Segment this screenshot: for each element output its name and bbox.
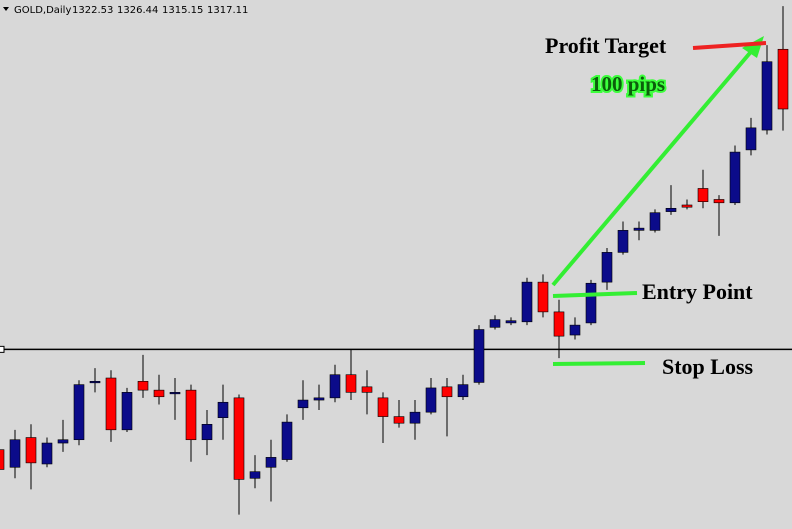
candle-body <box>457 384 469 398</box>
plot <box>0 6 792 515</box>
candle-body <box>745 127 757 151</box>
pips-label: 100 pips <box>591 72 665 96</box>
candle-body <box>585 282 597 324</box>
header-high: 1326.44 <box>117 5 158 16</box>
candle-body <box>313 397 325 401</box>
candle-body <box>777 48 789 110</box>
candle-body <box>377 397 389 417</box>
candle-body <box>425 387 437 413</box>
candle-body <box>281 421 293 460</box>
arrow-head <box>742 36 764 58</box>
candle-body <box>217 401 229 418</box>
candle-body <box>697 188 709 202</box>
candle-body <box>169 392 181 395</box>
candle-body <box>57 439 69 444</box>
stop-line <box>552 361 646 366</box>
target-line <box>692 41 767 50</box>
candle-body <box>601 252 613 283</box>
candle-body <box>345 374 357 393</box>
candle-body <box>473 329 485 383</box>
candle-body <box>329 374 341 399</box>
candle-body <box>729 151 741 204</box>
menu-triangle[interactable] <box>3 7 9 11</box>
candle-body <box>649 212 661 231</box>
candle-body <box>185 389 197 441</box>
candle-body <box>41 442 53 465</box>
candle-body <box>409 411 421 424</box>
entry-label: Entry Point <box>642 279 753 304</box>
candle-body <box>105 377 117 431</box>
target-arrow <box>551 45 757 287</box>
candle-body <box>505 320 517 324</box>
candle-body <box>393 416 405 424</box>
price-line-handle <box>0 345 5 353</box>
candle-body <box>569 324 581 336</box>
candle-body <box>761 61 773 131</box>
candle-body <box>553 311 565 337</box>
header-low: 1315.15 <box>162 5 203 16</box>
candle-body <box>9 439 21 468</box>
candle-body <box>297 399 309 409</box>
candle-body <box>361 386 373 393</box>
candle-body <box>137 381 149 391</box>
candle-body <box>0 449 5 470</box>
candle-body <box>265 457 277 468</box>
header-open: 1322.53 <box>72 5 113 16</box>
candle-body <box>233 397 245 480</box>
symbol: GOLD,Daily <box>14 5 71 16</box>
candle-body <box>73 384 85 441</box>
entry-line <box>552 291 638 298</box>
candle-body <box>121 392 133 431</box>
candle-body <box>665 207 677 212</box>
candle-body <box>617 230 629 253</box>
candle-body <box>521 281 533 323</box>
candle-body <box>441 386 453 398</box>
candle-body <box>489 319 501 328</box>
candle-body <box>89 381 101 384</box>
candle-body <box>537 281 549 313</box>
candle-body <box>713 199 725 204</box>
candle-body <box>249 471 261 479</box>
candle-body <box>153 389 165 398</box>
candle-body <box>201 424 213 441</box>
candle-body <box>633 227 645 231</box>
stop-label: Stop Loss <box>662 354 754 379</box>
candle-body <box>681 204 693 208</box>
header-close: 1317.11 <box>207 5 248 16</box>
profit-target-label: Profit Target <box>545 33 667 58</box>
candle-body <box>25 437 37 464</box>
